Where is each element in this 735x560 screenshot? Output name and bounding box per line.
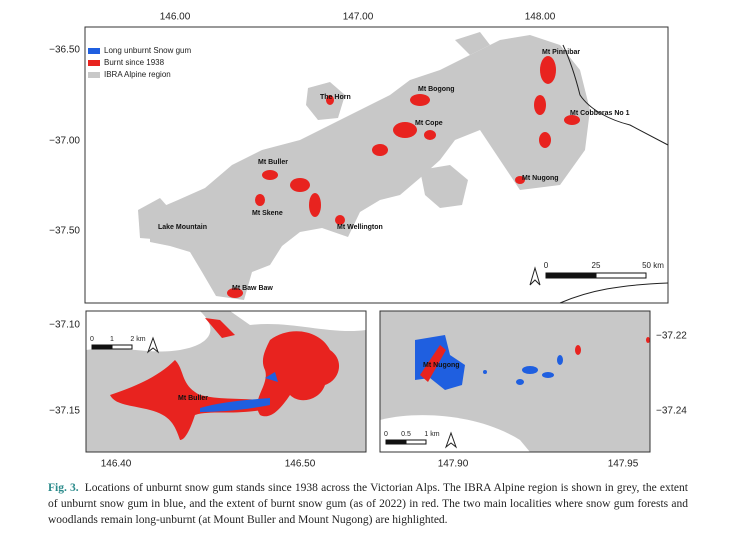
lat-tick-label: −37.24 <box>656 406 687 417</box>
caption-text: Locations of unburnt snow gum stands sin… <box>48 482 688 526</box>
lon-tick-label: 146.50 <box>285 459 316 470</box>
legend-swatch <box>88 60 100 66</box>
scale-bar <box>111 344 133 350</box>
place-label: Mt Cobberas No 1 <box>570 110 630 117</box>
scale-label: 0.5 <box>401 431 411 438</box>
alpine-region <box>138 32 590 300</box>
legend-label: IBRA Alpine region <box>104 70 171 79</box>
place-label: Mt Baw Baw <box>232 285 273 292</box>
place-label: Mt Buller <box>258 159 288 166</box>
state-border <box>562 44 669 146</box>
legend-label: Burnt since 1938 <box>104 58 165 67</box>
inset-white <box>230 311 366 332</box>
coastline <box>559 282 669 304</box>
place-label: Mt Nugong <box>423 362 460 369</box>
legend-swatch <box>88 48 100 54</box>
caption: Fig. 3. Locations of unburnt snow gum sta… <box>48 480 688 528</box>
lat-tick-label: −36.50 <box>49 45 80 56</box>
unburnt-areas <box>483 355 563 385</box>
lon-tick-label: 148.00 <box>525 12 556 23</box>
scale-label: 25 <box>592 261 601 270</box>
legend-swatch <box>88 72 100 78</box>
place-label: Mt Skene <box>252 210 283 217</box>
scale-bar <box>595 272 647 279</box>
caption-label: Fig. 3. <box>48 482 79 494</box>
place-label: Mt Bogong <box>418 86 455 93</box>
scale-label: 2 km <box>130 336 145 343</box>
place-label: Mt Buller <box>178 395 208 402</box>
lat-tick-label: −37.10 <box>49 320 80 331</box>
lat-tick-label: −37.00 <box>49 136 80 147</box>
burnt-areas <box>420 345 446 382</box>
lat-tick-label: −37.50 <box>49 226 80 237</box>
scale-bar <box>545 272 597 279</box>
north-arrow <box>444 431 458 449</box>
lat-tick-label: −37.22 <box>656 331 687 342</box>
place-label: Lake Mountain <box>158 224 207 231</box>
place-label: Mt Pinnibar <box>542 49 580 56</box>
scale-bar <box>91 344 113 350</box>
scale-label: 1 <box>110 336 114 343</box>
scale-label: 1 km <box>424 431 439 438</box>
place-label: Mt Cope <box>415 120 443 127</box>
burnt-areas <box>646 337 650 343</box>
scale-label: 0 <box>544 261 549 270</box>
lon-tick-label: 146.00 <box>160 12 191 23</box>
unburnt-areas <box>200 398 270 412</box>
figure: Long unburnt Snow gum Burnt since 1938 I… <box>49 12 687 470</box>
place-label: Mt Nugong <box>522 175 559 182</box>
scale-label: 0 <box>90 336 94 343</box>
inset-buller-frame <box>85 310 367 453</box>
scale-label: 0 <box>384 431 388 438</box>
scale-bar <box>405 439 427 445</box>
burnt-areas <box>110 318 340 440</box>
burnt-areas <box>575 345 581 355</box>
place-label: Mt Wellington <box>337 224 383 231</box>
inset-white <box>86 311 211 352</box>
legend-label: Long unburnt Snow gum <box>104 46 192 55</box>
scale-bar <box>385 439 407 445</box>
lat-tick-label: −37.15 <box>49 406 80 417</box>
burnt-areas <box>227 56 580 298</box>
lon-tick-label: 147.00 <box>343 12 374 23</box>
scale-label: 50 km <box>642 261 664 270</box>
lon-tick-label: 147.95 <box>608 459 639 470</box>
inset-nugong-frame <box>379 310 651 453</box>
lon-tick-label: 146.40 <box>101 459 132 470</box>
place-label: The Horn <box>320 94 351 101</box>
unburnt-areas <box>265 372 278 382</box>
north-arrow <box>529 266 541 286</box>
lon-tick-label: 147.90 <box>438 459 469 470</box>
north-arrow <box>146 336 160 354</box>
